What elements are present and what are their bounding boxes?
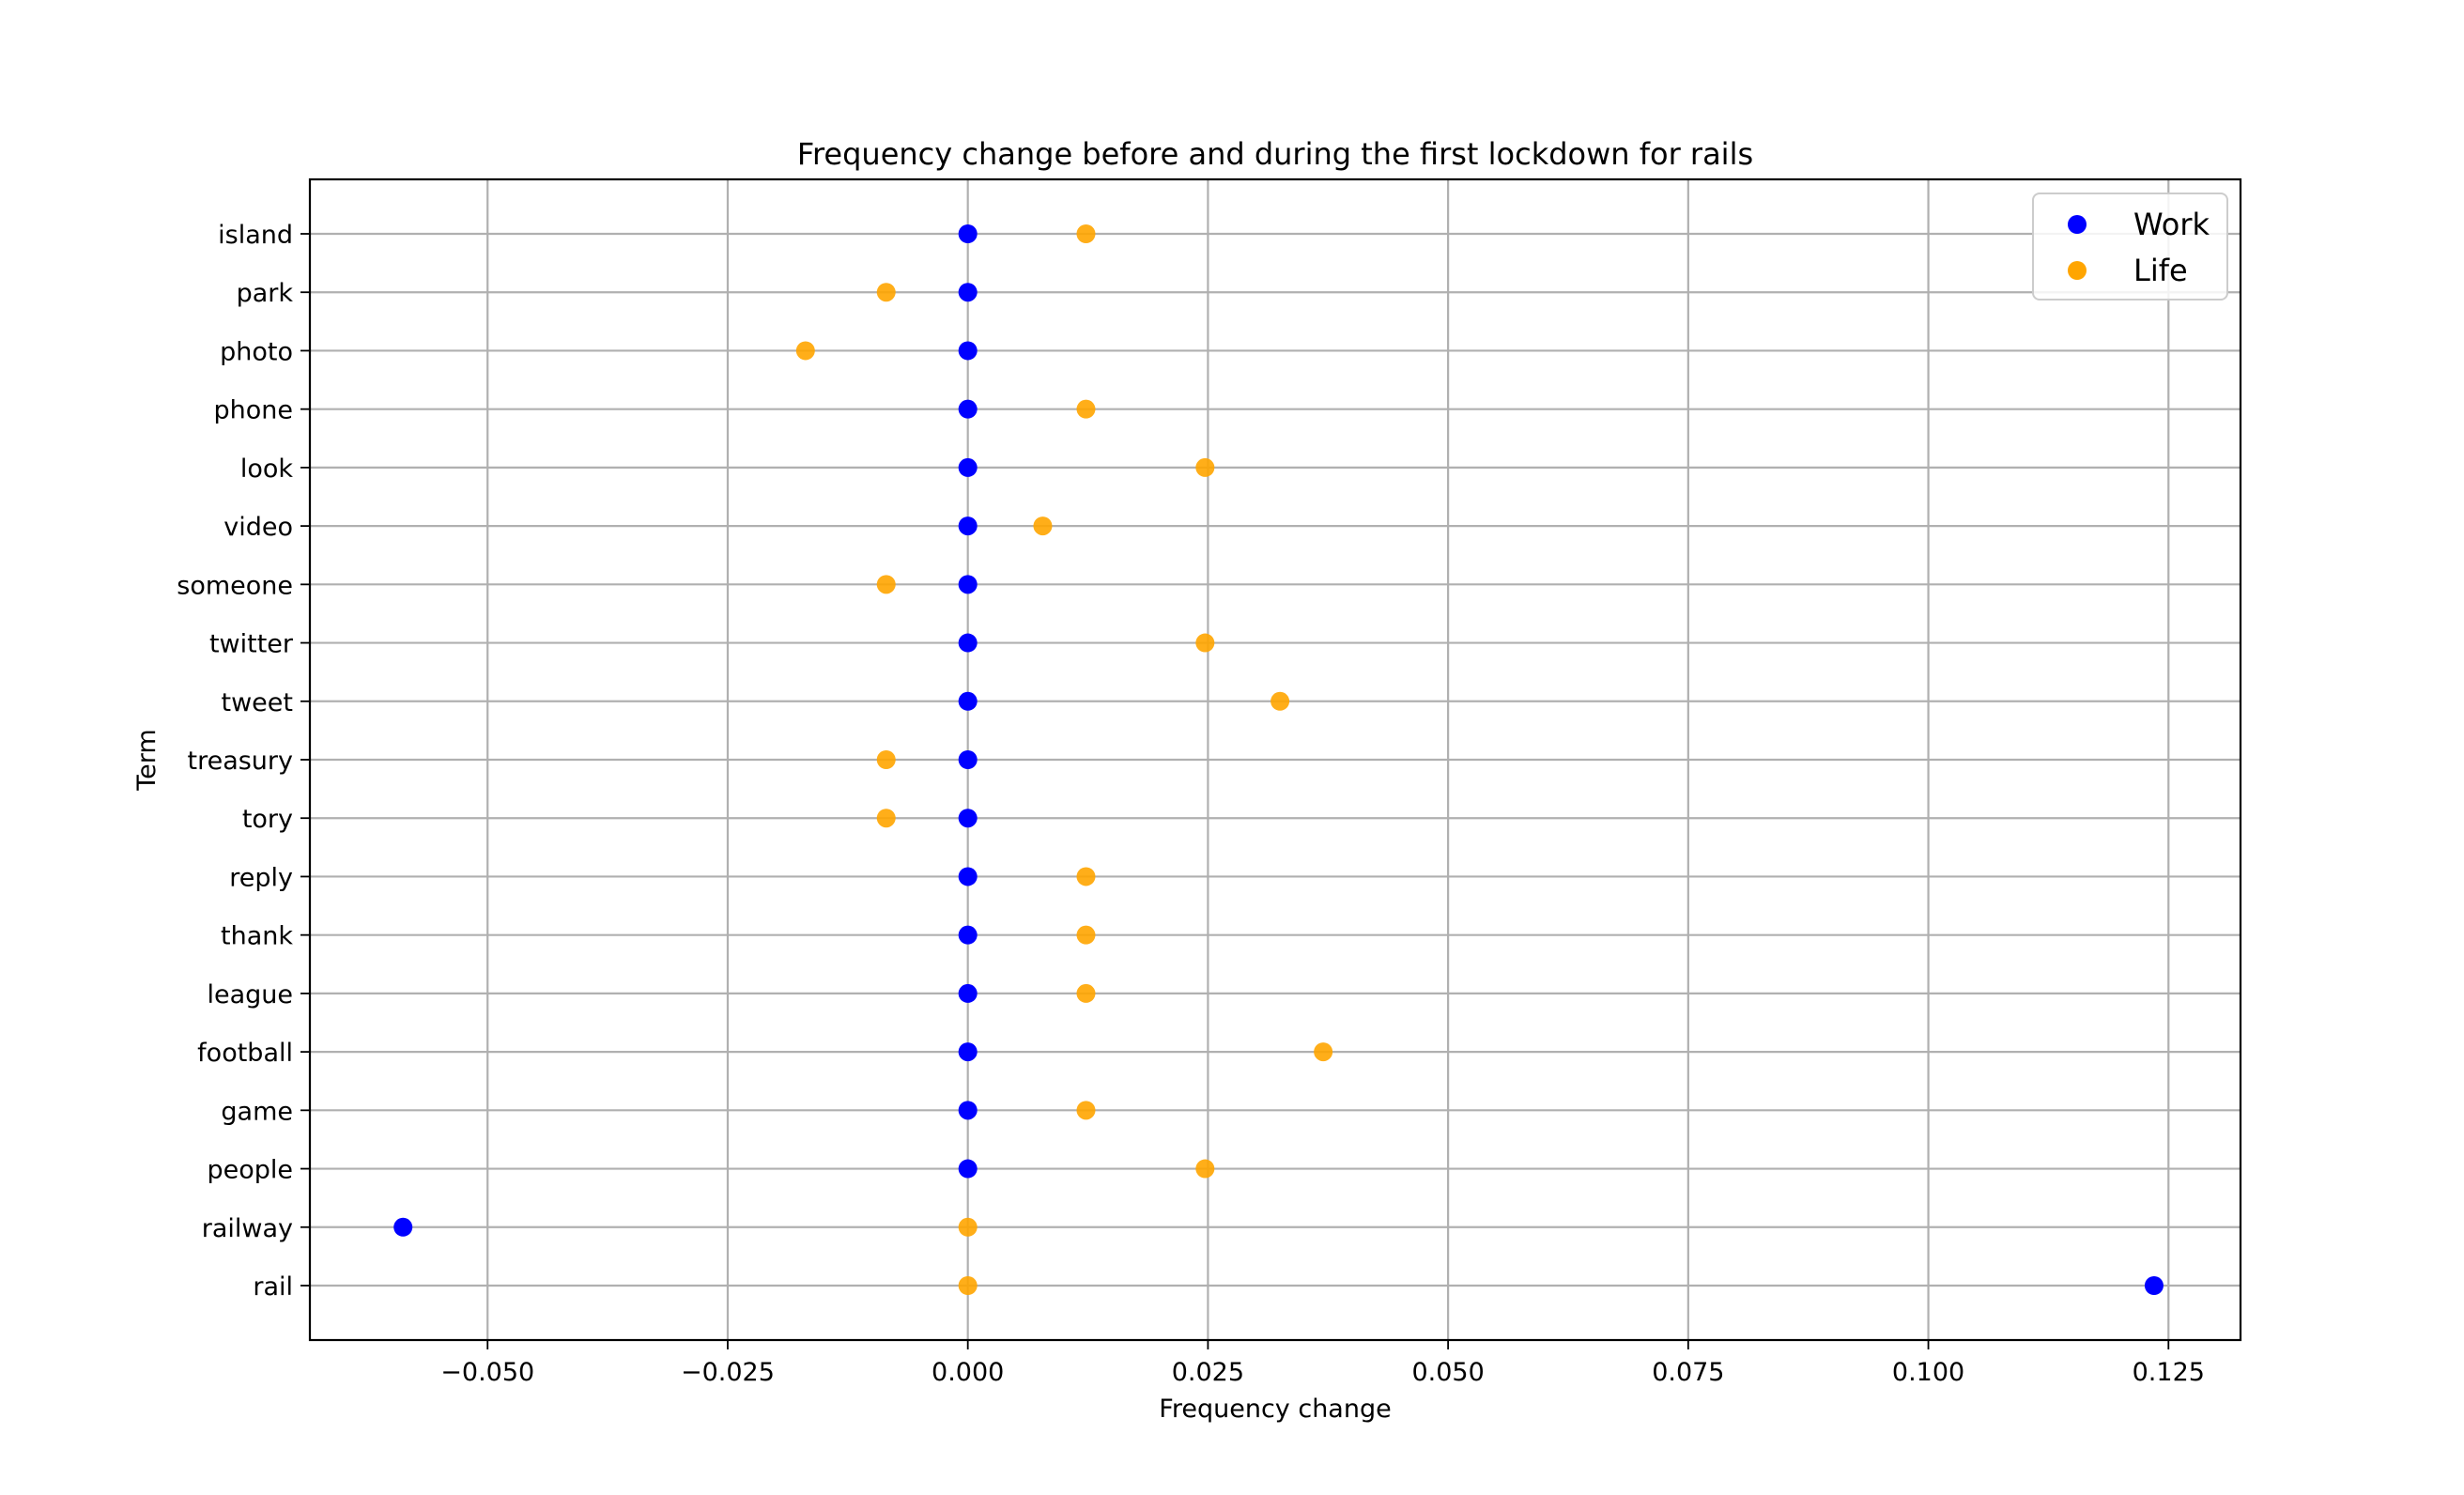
work-point-thank xyxy=(958,925,978,945)
data-points xyxy=(393,224,2164,1295)
y-tick-label-reply: reply xyxy=(229,863,293,892)
work-point-football xyxy=(958,1042,978,1062)
life-point-rail xyxy=(958,1276,978,1295)
work-point-tory xyxy=(958,809,978,828)
work-point-someone xyxy=(958,575,978,594)
life-point-football xyxy=(1314,1042,1333,1062)
work-point-tweet xyxy=(958,691,978,711)
y-tick-label-railway: railway xyxy=(202,1214,293,1243)
life-point-tory xyxy=(876,809,896,828)
life-point-thank xyxy=(1076,925,1096,945)
work-point-twitter xyxy=(958,633,978,653)
y-tick-label-game: game xyxy=(221,1097,293,1126)
life-point-treasury xyxy=(876,750,896,769)
life-point-video xyxy=(1033,516,1053,536)
series-life xyxy=(795,224,1333,1295)
x-tick-label: 0.050 xyxy=(1411,1358,1484,1387)
life-point-look xyxy=(1195,457,1215,477)
work-point-photo xyxy=(958,341,978,361)
x-tick-label: −0.050 xyxy=(440,1358,534,1387)
legend: Work Life xyxy=(2032,193,2228,301)
work-point-island xyxy=(958,224,978,243)
y-tick-label-park: park xyxy=(237,279,294,308)
life-point-reply xyxy=(1076,867,1096,886)
y-tick-label-photo: photo xyxy=(220,337,293,366)
y-tick-label-twitter: twitter xyxy=(209,630,294,659)
y-tick-label-people: people xyxy=(207,1156,293,1185)
series-work xyxy=(393,224,2164,1295)
life-point-park xyxy=(876,283,896,302)
work-point-game xyxy=(958,1101,978,1120)
work-point-league xyxy=(958,983,978,1003)
legend-label-work: Work xyxy=(2133,207,2210,242)
life-point-tweet xyxy=(1270,691,1290,711)
life-point-island xyxy=(1076,224,1096,243)
axis-ticks: −0.050 −0.025 0.000 0.025 0.050 0.075 0.100 0.1… xyxy=(177,221,2205,1387)
y-tick-label-tory: tory xyxy=(242,805,293,834)
life-point-game xyxy=(1076,1101,1096,1120)
work-point-treasury xyxy=(958,750,978,769)
life-point-people xyxy=(1195,1159,1215,1179)
x-tick-label: 0.075 xyxy=(1652,1358,1724,1387)
y-tick-label-someone: someone xyxy=(177,571,293,600)
work-point-park xyxy=(958,283,978,302)
grid-lines xyxy=(310,179,2241,1340)
work-point-look xyxy=(958,457,978,477)
life-point-phone xyxy=(1076,399,1096,419)
y-tick-label-look: look xyxy=(240,455,294,484)
life-point-league xyxy=(1076,983,1096,1003)
y-tick-label-phone: phone xyxy=(214,396,294,425)
work-point-railway xyxy=(393,1217,413,1237)
work-point-video xyxy=(958,516,978,536)
legend-marker-work xyxy=(2068,215,2087,234)
y-tick-label-video: video xyxy=(223,513,293,542)
x-axis-label: Frequency change xyxy=(1159,1395,1391,1424)
y-tick-label-rail: rail xyxy=(253,1272,293,1302)
y-tick-label-treasury: treasury xyxy=(187,747,293,776)
x-tick-label: 0.025 xyxy=(1172,1358,1244,1387)
chart-title: Frequency change before and during the f… xyxy=(797,136,1753,172)
y-tick-label-football: football xyxy=(197,1039,293,1068)
legend-label-life: Life xyxy=(2133,253,2188,288)
legend-marker-life xyxy=(2068,261,2087,280)
life-point-photo xyxy=(795,341,815,361)
y-tick-label-tweet: tweet xyxy=(222,688,293,717)
y-tick-label-thank: thank xyxy=(221,922,293,951)
work-point-people xyxy=(958,1159,978,1179)
life-point-twitter xyxy=(1195,633,1215,653)
x-tick-label: 0.100 xyxy=(1892,1358,1964,1387)
y-tick-label-island: island xyxy=(218,221,293,250)
life-point-someone xyxy=(876,575,896,594)
life-point-railway xyxy=(958,1217,978,1237)
x-tick-label: 0.125 xyxy=(2133,1358,2205,1387)
x-tick-label: −0.025 xyxy=(681,1358,775,1387)
work-point-rail xyxy=(2144,1276,2164,1295)
y-tick-label-league: league xyxy=(207,980,293,1010)
x-tick-label: 0.000 xyxy=(932,1358,1004,1387)
work-point-phone xyxy=(958,399,978,419)
work-point-reply xyxy=(958,867,978,886)
y-axis-label: Term xyxy=(132,729,162,791)
